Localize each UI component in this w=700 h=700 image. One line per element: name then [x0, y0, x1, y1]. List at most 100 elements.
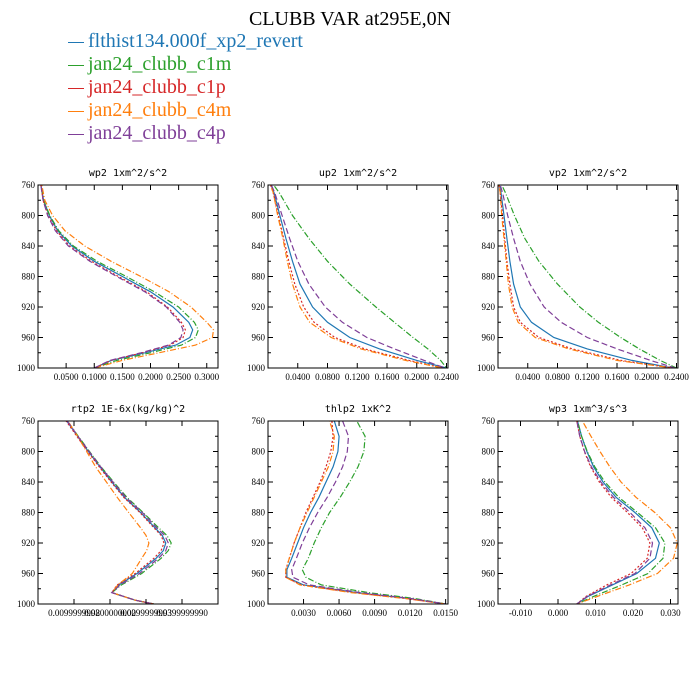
legend-label: flthist134.000f_xp2_revert	[88, 30, 303, 52]
x-tick-label: 0.030	[660, 608, 681, 618]
y-tick-label: 1000	[477, 363, 496, 373]
panel-title: rtp2 1E-6x(kg/kg)^2	[71, 404, 185, 415]
series-line	[285, 421, 446, 604]
legend-item: jan24_clubb_c1m	[68, 53, 303, 76]
series-line	[270, 185, 446, 368]
series-line	[501, 185, 677, 368]
x-tick-label: -0.010	[509, 608, 533, 618]
y-tick-label: 840	[22, 477, 36, 487]
y-tick-label: 760	[22, 180, 36, 190]
series-line	[499, 185, 676, 368]
x-tick-label: 0.0400	[515, 372, 540, 382]
panel-2: up2 1xm^2/s^2 760 800 840 880 920 960 1000 0.040…	[247, 168, 459, 382]
y-tick-label: 840	[252, 241, 266, 251]
series-line	[576, 421, 651, 604]
x-tick-label: 0.1600	[375, 372, 400, 382]
y-tick-label: 800	[22, 211, 36, 221]
y-tick-label: 1000	[17, 599, 36, 609]
x-tick-label: 0.1200	[575, 372, 600, 382]
y-tick-label: 920	[482, 538, 496, 548]
y-tick-label: 1000	[247, 599, 266, 609]
panel-title: up2 1xm^2/s^2	[319, 168, 397, 179]
legend-swatch	[68, 110, 84, 112]
x-tick-label: 0.1200	[345, 372, 370, 382]
y-tick-label: 800	[482, 447, 496, 457]
x-tick-label: 0.0800	[545, 372, 570, 382]
series-line	[576, 421, 678, 604]
series-line	[272, 185, 447, 368]
x-tick-label: 0.1500	[110, 372, 135, 382]
legend-swatch	[68, 64, 84, 66]
series-line	[40, 185, 187, 368]
series-line	[285, 421, 446, 604]
y-tick-label: 1000	[247, 363, 266, 373]
x-tick-label: 0.1600	[605, 372, 630, 382]
x-tick-label: 0.000	[548, 608, 569, 618]
legend-item: jan24_clubb_c4m	[68, 99, 303, 122]
y-tick-label: 1000	[477, 599, 496, 609]
x-tick-label: 0.0090	[362, 608, 387, 618]
panel-title: wp3 1xm^3/s^3	[549, 404, 627, 415]
panel-6: wp3 1xm^3/s^3 760 800 840 880 920 960 1000 -0.01…	[477, 404, 681, 618]
x-tick-label: 0.0060	[327, 608, 352, 618]
panel-title: vp2 1xm^2/s^2	[549, 168, 627, 179]
series-line	[576, 421, 654, 604]
x-tick-label: 0.0200000000	[84, 608, 136, 618]
y-tick-label: 840	[482, 241, 496, 251]
y-tick-label: 840	[22, 241, 36, 251]
x-tick-label: 0.0120	[398, 608, 423, 618]
y-tick-label: 960	[252, 333, 266, 343]
y-tick-label: 920	[482, 302, 496, 312]
x-tick-label: 0.020	[623, 608, 644, 618]
y-tick-label: 880	[252, 508, 266, 518]
legend: flthist134.000f_xp2_revert jan24_clubb_c1…	[68, 30, 303, 145]
x-tick-label: 0.0299999993	[120, 608, 172, 618]
x-tick-label: 0.0399999990	[156, 608, 208, 618]
y-tick-label: 920	[252, 302, 266, 312]
x-tick-label: 0.0030	[291, 608, 316, 618]
y-tick-label: 920	[252, 538, 266, 548]
x-tick-label: 0.0150	[433, 608, 458, 618]
y-tick-label: 760	[252, 180, 266, 190]
legend-item: jan24_clubb_c1p	[68, 76, 303, 99]
y-tick-label: 760	[252, 416, 266, 426]
series-line	[269, 185, 443, 368]
series-line	[576, 421, 666, 604]
y-tick-label: 760	[22, 416, 36, 426]
series-line	[291, 421, 446, 604]
panel-1: wp2 1xm^2/s^2 760 800 840 880 920 960 1000 0.050…	[17, 168, 220, 382]
legend-label: jan24_clubb_c1p	[88, 76, 226, 98]
y-tick-label: 880	[482, 508, 496, 518]
series-line	[498, 185, 673, 368]
x-tick-label: 0.0400	[285, 372, 310, 382]
series-line	[65, 421, 165, 604]
y-tick-label: 920	[22, 302, 36, 312]
y-tick-label: 760	[482, 416, 496, 426]
y-tick-label: 880	[252, 272, 266, 282]
y-tick-label: 800	[252, 447, 266, 457]
series-line	[498, 185, 673, 368]
x-tick-label: 0.2400	[434, 372, 459, 382]
x-tick-label: 0.0500	[54, 372, 79, 382]
x-tick-label: 0.1000	[82, 372, 107, 382]
y-tick-label: 800	[252, 211, 266, 221]
y-tick-label: 880	[482, 272, 496, 282]
x-tick-label: 0.0099999998	[48, 608, 100, 618]
y-tick-label: 840	[252, 477, 266, 487]
x-tick-label: 0.010	[585, 608, 606, 618]
x-tick-label: 0.2400	[664, 372, 689, 382]
legend-swatch	[68, 41, 84, 43]
y-tick-label: 960	[482, 569, 496, 579]
series-line	[40, 185, 199, 368]
legend-label: jan24_clubb_c1m	[88, 53, 232, 75]
panel-3: vp2 1xm^2/s^2 760 800 840 880 920 960 1000 0.040…	[477, 168, 689, 382]
panel-frame	[267, 420, 449, 605]
series-line	[270, 185, 447, 368]
y-tick-label: 800	[482, 211, 496, 221]
panel-title: wp2 1xm^2/s^2	[89, 168, 167, 179]
x-tick-label: 0.2500	[166, 372, 191, 382]
panel-title: thlp2 1xK^2	[325, 404, 391, 415]
panel-5: thlp2 1xK^2 760 800 840 880 920 960 1000 0.0030 0…	[247, 404, 459, 618]
y-tick-label: 960	[22, 333, 36, 343]
